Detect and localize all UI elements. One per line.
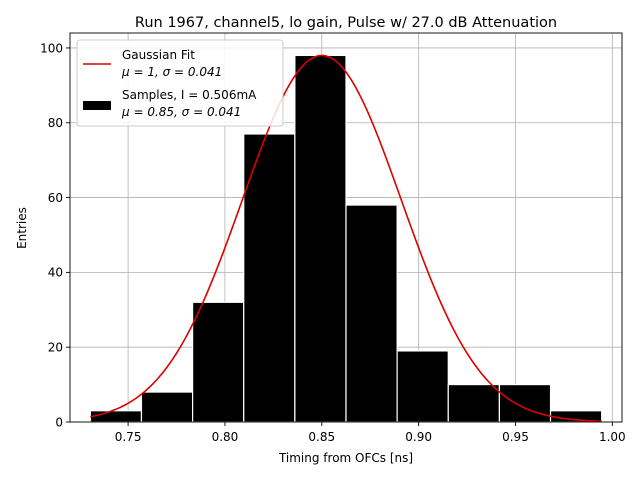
legend-fit-name: Gaussian Fit [122, 48, 195, 62]
x-axis-label: Timing from OFCs [ns] [278, 451, 413, 465]
chart-title: Run 1967, channel5, lo gain, Pulse w/ 27… [135, 15, 557, 31]
legend-samples-bar-swatch [83, 101, 111, 110]
x-axis-ticks: 0.75 0.80 0.85 0.90 0.95 1.00 [115, 422, 626, 444]
histogram-bar [345, 204, 398, 423]
plot-area-frame [69, 32, 623, 423]
y-tick-label: 0 [55, 415, 63, 429]
histogram-bar [140, 391, 194, 423]
y-axis-label: Entries [15, 207, 29, 249]
x-tick-label: 0.80 [212, 430, 239, 444]
x-tick-label: 1.00 [599, 430, 626, 444]
histogram-bar [243, 133, 296, 423]
legend-fit-stats: μ = 1, σ = 0.041 [121, 65, 222, 79]
legend-samples-stats: μ = 0.85, σ = 0.041 [121, 105, 241, 119]
histogram-bar [498, 383, 552, 423]
legend-box [76, 39, 284, 127]
x-tick-label: 0.75 [115, 430, 142, 444]
histogram-bar [192, 301, 245, 423]
histogram-bars [89, 54, 603, 423]
legend-samples-name: Samples, I = 0.506mA [122, 88, 257, 102]
x-tick-label: 0.85 [308, 430, 335, 444]
histogram-bar [294, 54, 347, 423]
y-tick-label: 40 [48, 266, 63, 280]
histogram-bar [396, 350, 449, 423]
x-tick-label: 0.95 [502, 430, 529, 444]
y-tick-label: 100 [40, 41, 63, 55]
y-tick-label: 20 [48, 340, 63, 354]
y-axis-ticks: 0 20 40 60 80 100 [40, 41, 70, 429]
y-tick-label: 60 [48, 191, 63, 205]
x-tick-label: 0.90 [405, 430, 432, 444]
y-tick-label: 80 [48, 116, 63, 130]
histogram-bar [447, 383, 500, 423]
gaussian-fit-curve [90, 54, 602, 423]
histogram-bar [89, 410, 143, 423]
legend: Gaussian Fit μ = 1, σ = 0.041 Samples, I… [76, 39, 284, 127]
